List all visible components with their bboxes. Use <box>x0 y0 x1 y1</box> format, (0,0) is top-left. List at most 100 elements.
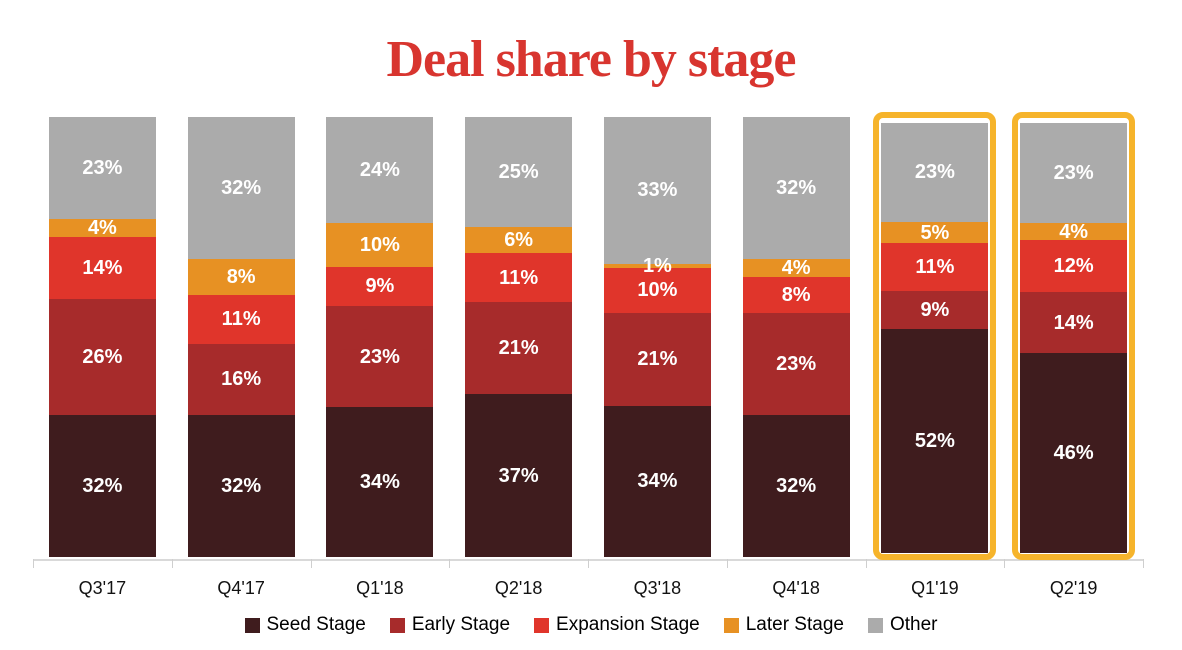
axis-tick <box>726 559 728 568</box>
segment-early-stage: 23% <box>742 312 850 415</box>
legend-item-later-stage: Later Stage <box>723 614 844 636</box>
segment-value-label: 12% <box>1053 255 1094 278</box>
stacked-bar-q2-18: 25% 6% 11% 21% 37% <box>465 117 573 557</box>
segment-value-label: 9% <box>365 275 395 298</box>
segment-early-stage: 14% <box>1020 292 1128 354</box>
segment-value-label: 4% <box>1059 220 1089 243</box>
axis-tick <box>171 559 173 568</box>
legend-label: Later Stage <box>745 614 844 635</box>
axis-tick <box>33 559 34 568</box>
x-axis-label: Q2'18 <box>494 578 543 598</box>
legend-item-early-stage: Early Stage <box>389 614 511 636</box>
segment-value-label: 4% <box>781 257 811 280</box>
legend-label: Expansion Stage <box>556 614 700 635</box>
legend-item-expansion-stage: Expansion Stage <box>534 614 700 636</box>
segment-value-label: 23% <box>1053 161 1094 184</box>
segment-early-stage: 26% <box>48 299 156 415</box>
chart-title: Deal share by stage <box>386 31 796 88</box>
segment-later-stage: 4% <box>1020 220 1128 243</box>
segment-later-stage: 1% <box>603 256 711 276</box>
segment-value-label: 33% <box>637 179 678 202</box>
legend-item-other: Other <box>867 614 938 636</box>
segment-later-stage: 8% <box>187 259 295 295</box>
segment-early-stage: 16% <box>187 343 295 415</box>
segment-value-label: 8% <box>226 265 256 288</box>
segment-value-label: 23% <box>776 352 817 375</box>
segment-other: 32% <box>742 117 850 260</box>
segment-value-label: 32% <box>82 474 123 497</box>
segment-seed-stage: 32% <box>742 414 850 557</box>
segment-value-label: 1% <box>642 254 672 277</box>
stacked-bar-q4-18: 32% 4% 8% 23% 32% <box>742 117 850 557</box>
segment-other: 23% <box>48 117 156 220</box>
legend-swatch-other <box>867 617 883 633</box>
bar-group-q1-18: 24% 10% 9% 23% 34% Q1'18 <box>311 0 450 650</box>
segment-other: 23% <box>1020 123 1128 223</box>
segment-value-label: 16% <box>221 368 262 391</box>
legend-label: Early Stage <box>411 614 511 635</box>
segment-early-stage: 21% <box>603 312 711 406</box>
segment-other: 32% <box>187 117 295 260</box>
legend-label: Other <box>889 614 938 635</box>
bar-group-q2-19: 23% 4% 12% 14% 46% Q2'19 <box>1004 0 1143 650</box>
segment-value-label: 34% <box>359 471 400 494</box>
segment-expansion-stage: 14% <box>48 236 156 300</box>
segment-value-label: 11% <box>499 266 539 289</box>
segment-early-stage: 21% <box>465 301 573 395</box>
segment-value-label: 6% <box>504 229 534 252</box>
segment-value-label: 37% <box>498 464 539 487</box>
axis-tick <box>588 559 589 568</box>
segment-value-label: 34% <box>637 470 678 493</box>
segment-expansion-stage: 8% <box>742 276 850 313</box>
segment-value-label: 9% <box>920 299 950 322</box>
axis-tick <box>310 559 312 568</box>
segment-value-label: 32% <box>776 177 817 200</box>
segment-later-stage: 5% <box>881 221 989 244</box>
stacked-bar-q1-18: 24% 10% 9% 23% 34% <box>326 117 434 557</box>
x-axis-label: Q4'17 <box>217 578 265 598</box>
bar-group-q3-17: 23% 4% 14% 26% 32% Q3'17 <box>33 0 172 650</box>
stacked-bar-q4-17: 32% 8% 11% 16% 32% <box>187 117 295 557</box>
segment-value-label: 23% <box>914 161 955 184</box>
segment-value-label: 21% <box>498 336 539 359</box>
segment-later-stage: 4% <box>48 217 156 240</box>
segment-expansion-stage: 11% <box>881 243 989 291</box>
segment-value-label: 14% <box>1053 311 1094 334</box>
segment-value-label: 32% <box>221 474 262 497</box>
segment-later-stage: 4% <box>742 257 850 280</box>
stacked-bar-q1-19: 23% 5% 11% 9% 52% <box>881 123 989 553</box>
segment-value-label: 46% <box>1053 442 1094 465</box>
legend: Seed Stage Early Stage Expansion Stage Late… <box>0 614 1182 636</box>
segment-other: 25% <box>465 117 573 227</box>
segment-seed-stage: 37% <box>465 394 573 557</box>
x-axis-label: Q2'19 <box>1049 578 1098 598</box>
segment-value-label: 11% <box>221 308 261 331</box>
segment-value-label: 21% <box>637 348 678 371</box>
stacked-bar-q3-17: 23% 4% 14% 26% 32% <box>48 117 156 557</box>
segment-seed-stage: 52% <box>881 329 989 553</box>
segment-value-label: 24% <box>359 158 400 181</box>
segment-value-label: 4% <box>87 217 117 240</box>
segment-other: 24% <box>326 117 434 223</box>
segment-expansion-stage: 12% <box>1020 240 1128 293</box>
x-axis-label: Q3'17 <box>78 578 127 598</box>
segment-value-label: 52% <box>914 430 955 453</box>
x-axis-label: Q4'18 <box>772 578 820 598</box>
segment-value-label: 23% <box>82 157 123 180</box>
segment-seed-stage: 34% <box>603 405 711 557</box>
x-axis-label: Q1'18 <box>356 578 404 598</box>
segment-value-label: 11% <box>915 256 955 279</box>
segment-value-label: 10% <box>359 233 400 256</box>
bar-group-q3-18: 33% 1% 10% 21% 34% Q3'18 <box>588 0 727 650</box>
x-axis-label: Q1'19 <box>911 578 959 598</box>
stacked-bar-q3-18: 33% 1% 10% 21% 34% <box>603 117 711 557</box>
segment-seed-stage: 32% <box>187 414 295 557</box>
segment-value-label: 23% <box>359 345 400 368</box>
legend-swatch-later-stage <box>723 617 739 633</box>
segment-value-label: 32% <box>776 474 817 497</box>
segment-other: 23% <box>881 123 989 222</box>
bar-group-q4-18: 32% 4% 8% 23% 32% Q4'18 <box>727 0 866 650</box>
highlight-frame <box>1012 112 1136 560</box>
segment-value-label: 25% <box>498 161 539 183</box>
